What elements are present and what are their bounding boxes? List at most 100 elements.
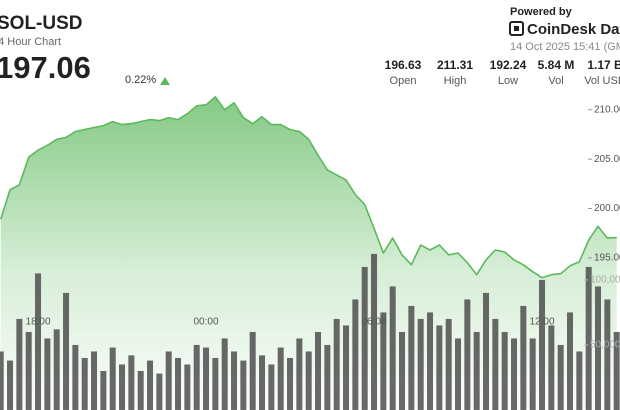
volume-bar bbox=[333, 318, 340, 410]
volume-bar bbox=[613, 331, 620, 410]
volume-bar bbox=[156, 373, 163, 410]
volume-bar bbox=[53, 329, 60, 410]
volume-bar bbox=[567, 312, 574, 410]
volume-bar bbox=[137, 370, 144, 410]
volume-bar bbox=[324, 344, 331, 410]
volume-bar bbox=[399, 331, 406, 410]
volume-bar bbox=[511, 338, 518, 410]
timestamp: 14 Oct 2025 15:41 (GMT bbox=[510, 41, 620, 53]
volume-bar bbox=[427, 312, 434, 410]
volume-bar bbox=[464, 299, 471, 410]
volume-bar bbox=[352, 299, 359, 410]
volume-bar bbox=[240, 360, 247, 410]
volume-bar bbox=[520, 305, 527, 410]
volume-bar bbox=[305, 351, 312, 410]
y2-tick-label: 100,000 bbox=[590, 275, 620, 286]
volume-bar bbox=[436, 325, 443, 410]
volume-bar bbox=[249, 331, 256, 410]
stat-label: Low bbox=[498, 75, 518, 87]
volume-bar bbox=[63, 292, 70, 410]
volume-bar bbox=[343, 325, 350, 410]
volume-bar bbox=[193, 344, 200, 410]
volume-bar bbox=[361, 266, 368, 410]
volume-bar bbox=[128, 355, 135, 410]
volume-bar bbox=[529, 338, 536, 410]
volume-bar bbox=[147, 360, 154, 410]
volume-bar bbox=[231, 351, 238, 410]
volume-bar bbox=[455, 338, 462, 410]
price: 197.06 bbox=[0, 50, 91, 85]
volume-bar bbox=[380, 312, 387, 410]
volume-bar bbox=[315, 331, 322, 410]
powered-by: Powered by bbox=[510, 6, 573, 18]
volume-bar bbox=[35, 273, 42, 410]
volume-bar bbox=[184, 364, 191, 410]
change: 0.22% bbox=[125, 74, 156, 86]
stat-label: High bbox=[444, 75, 467, 87]
price-line bbox=[0, 96, 617, 279]
volume-bar bbox=[259, 355, 266, 410]
stat-value: 1.17 B bbox=[587, 58, 620, 72]
volume-bar bbox=[221, 338, 228, 410]
y-tick-label: 205.00 bbox=[594, 154, 620, 165]
y-tick-label: 195.00 bbox=[594, 253, 620, 264]
brand: CoinDesk Data bbox=[527, 21, 620, 38]
volume-bar bbox=[492, 318, 499, 410]
volume-bar bbox=[44, 338, 51, 410]
volume-bar bbox=[25, 331, 32, 410]
volume-bar bbox=[417, 318, 424, 410]
volume-bar bbox=[175, 357, 182, 410]
subtitle: 24 Hour Chart bbox=[0, 36, 61, 48]
volume-bar bbox=[408, 305, 415, 410]
volume-bar bbox=[539, 279, 546, 410]
volume-bar bbox=[277, 347, 284, 410]
volume-bar bbox=[203, 347, 210, 410]
stat-label: Vol bbox=[548, 75, 563, 87]
brand-logo-dot bbox=[514, 26, 519, 31]
y-tick-label: 210.00 bbox=[594, 104, 620, 115]
stat-label: Vol USD bbox=[584, 75, 620, 87]
volume-bar bbox=[212, 357, 219, 410]
y-tick-label: 200.00 bbox=[594, 203, 620, 214]
x-tick-label: 18:00 bbox=[26, 317, 51, 328]
volume-bar bbox=[296, 338, 303, 410]
volume-bar bbox=[100, 370, 107, 410]
stat-value: 5.84 M bbox=[538, 58, 575, 72]
volume-bar bbox=[585, 266, 592, 410]
volume-bar bbox=[445, 318, 452, 410]
stat-value: 192.24 bbox=[490, 58, 527, 72]
x-tick-label: 00:00 bbox=[194, 317, 219, 328]
y2-tick-label: 50,000 bbox=[590, 340, 620, 351]
volume-bar bbox=[548, 325, 555, 410]
volume-bar bbox=[0, 351, 4, 410]
brand-logo bbox=[509, 21, 524, 36]
stat-value: 211.31 bbox=[437, 58, 473, 72]
volume-bar bbox=[483, 292, 490, 410]
stat-value: 196.63 bbox=[385, 58, 422, 72]
plot-area: 50,000 100,000 195.00 200.00 205.00 210.00 18:… bbox=[0, 96, 620, 410]
volume-bar bbox=[389, 286, 396, 410]
volume-bar bbox=[165, 351, 172, 410]
x-tick-label: 12:00 bbox=[529, 317, 554, 328]
volume-bar bbox=[287, 357, 294, 410]
volume-bar bbox=[268, 364, 275, 410]
volume-bar bbox=[7, 360, 14, 410]
volume-bar bbox=[119, 364, 126, 410]
price-area bbox=[0, 96, 617, 410]
volume-bar bbox=[109, 347, 116, 410]
volume-bar bbox=[604, 299, 611, 410]
volume-bar bbox=[72, 344, 79, 410]
volume-bar bbox=[91, 351, 98, 410]
volume-bar bbox=[501, 331, 508, 410]
volume-bar bbox=[576, 351, 583, 410]
volume-bar bbox=[16, 318, 23, 410]
stat-label: Open bbox=[390, 75, 417, 87]
header: SOL-USD 24 Hour Chart 197.06 0.22% Power… bbox=[0, 6, 620, 87]
volume-bar bbox=[81, 357, 88, 410]
volume-bar bbox=[595, 286, 602, 410]
volume-bar bbox=[557, 344, 564, 410]
up-arrow bbox=[160, 77, 170, 85]
volume-bar bbox=[371, 253, 378, 410]
